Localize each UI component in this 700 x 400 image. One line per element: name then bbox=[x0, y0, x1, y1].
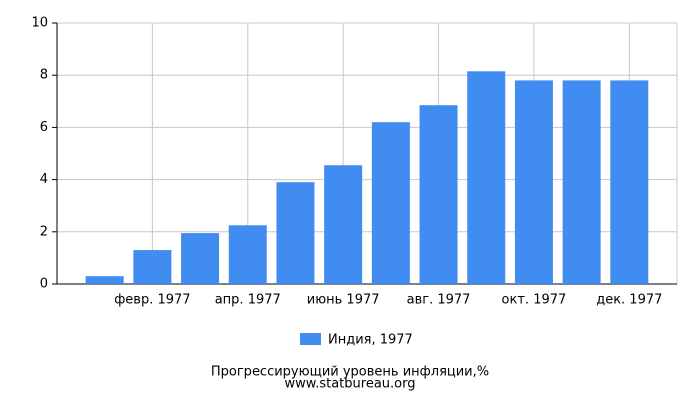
x-tick-label: апр. 1977 bbox=[215, 293, 281, 308]
chart-title: Прогрессирующий уровень инфляции,% bbox=[211, 365, 489, 380]
x-tick-label: дек. 1977 bbox=[596, 293, 662, 308]
y-tick-label: 6 bbox=[40, 120, 48, 135]
bar bbox=[276, 182, 315, 284]
bar bbox=[467, 71, 506, 284]
x-tick-label: окт. 1977 bbox=[502, 293, 567, 308]
bar bbox=[228, 225, 267, 284]
bar bbox=[419, 105, 458, 284]
x-tick-label: февр. 1977 bbox=[114, 293, 190, 308]
source: www.statbureau.org bbox=[285, 377, 416, 392]
bar bbox=[514, 80, 553, 284]
bar bbox=[133, 250, 172, 284]
y-tick-label: 8 bbox=[40, 68, 48, 83]
bar bbox=[324, 165, 363, 284]
bar bbox=[562, 80, 601, 284]
bar bbox=[371, 122, 410, 285]
legend-label: Индия, 1977 bbox=[328, 333, 413, 348]
y-tick-label: 4 bbox=[40, 172, 48, 187]
y-tick-label: 0 bbox=[40, 277, 48, 292]
bar bbox=[181, 233, 220, 284]
bar bbox=[85, 276, 124, 284]
x-tick-label: июнь 1977 bbox=[307, 293, 380, 308]
legend-swatch bbox=[300, 333, 321, 345]
y-tick-label: 2 bbox=[40, 224, 48, 239]
y-tick-label: 10 bbox=[31, 16, 48, 31]
x-tick-label: авг. 1977 bbox=[407, 293, 471, 308]
bar bbox=[610, 80, 649, 284]
